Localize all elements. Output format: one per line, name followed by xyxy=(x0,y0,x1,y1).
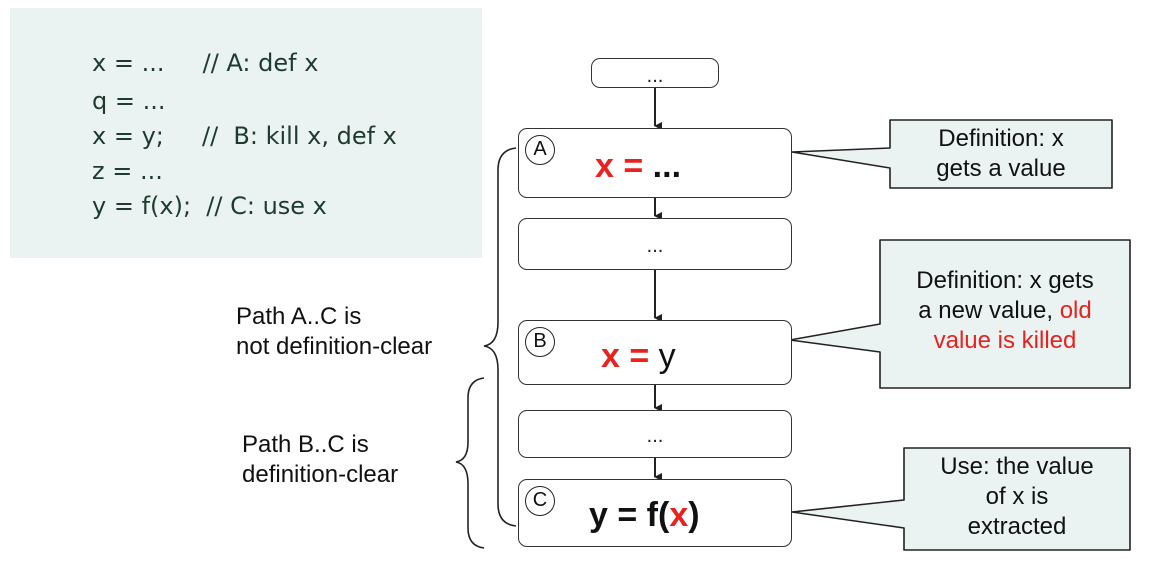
code-line-1: x = ... // A: def x xyxy=(92,49,319,77)
flow-box-mid-1-text: ... xyxy=(646,235,664,257)
code-panel xyxy=(10,8,482,258)
callout-a-shape xyxy=(791,119,1113,189)
path-a-to-c-line-2: not definition-clear xyxy=(236,333,433,360)
node-c-lhs: y = f( xyxy=(589,496,670,534)
flow-box-mid-2: ... xyxy=(518,410,792,458)
flow-box-mid-2-text: ... xyxy=(646,425,664,447)
node-b-letter: B xyxy=(525,327,555,357)
code-line-4: z = ... xyxy=(92,157,163,185)
flow-node-a: A x = ... xyxy=(518,128,792,198)
flow-node-c: C y = f(x) xyxy=(518,479,792,547)
callout-b-line-1: Definition: x gets xyxy=(916,267,1094,294)
callout-b-line-2: a new value, old xyxy=(880,296,1130,326)
callout-c-line-3: extracted xyxy=(967,513,1067,540)
callout-a-line-2: gets a value xyxy=(936,155,1066,182)
callout-c-shape xyxy=(791,447,1131,551)
node-c-statement: y = f(x) xyxy=(589,496,700,535)
brace-a-to-c xyxy=(483,147,517,527)
node-b-lhs: x xyxy=(601,337,620,375)
flow-node-b: B x = y xyxy=(518,320,792,385)
code-line-2: q = ... xyxy=(92,87,166,115)
callout-c-line-1: Use: the value xyxy=(940,453,1094,480)
flow-box-top-text: ... xyxy=(646,65,664,87)
path-b-to-c-label: Path B..C is definition-clear xyxy=(242,430,398,490)
path-a-to-c-line-1: Path A..C is xyxy=(236,303,362,330)
node-a-op: = xyxy=(613,147,653,185)
node-a-lhs: x xyxy=(595,147,614,185)
code-line-3: x = y; // B: kill x, def x xyxy=(92,122,397,150)
path-b-to-c-line-1: Path B..C is xyxy=(242,431,369,458)
flow-box-top: ... xyxy=(591,58,719,88)
node-a-letter: A xyxy=(525,135,555,165)
node-b-statement: x = y xyxy=(601,337,676,376)
code-line-5: y = f(x); // C: use x xyxy=(92,192,327,220)
path-b-to-c-line-2: definition-clear xyxy=(242,461,399,488)
node-a-statement: x = ... xyxy=(595,147,681,186)
callout-b-line-2-pre: a new value, xyxy=(918,297,1060,324)
path-a-to-c-label: Path A..C is not definition-clear xyxy=(236,302,432,362)
node-c-var: x xyxy=(669,496,689,534)
callout-b-line-3: value is killed xyxy=(933,327,1077,354)
callout-b-line-2-red: old xyxy=(1059,297,1092,324)
node-a-rhs: ... xyxy=(652,147,682,185)
node-c-letter: C xyxy=(525,486,555,516)
node-b-op: = xyxy=(619,337,659,375)
node-c-rhs: ) xyxy=(688,496,700,534)
callout-b-text: Definition: x gets a new value, old valu… xyxy=(880,266,1130,356)
flow-box-mid-1: ... xyxy=(518,218,792,270)
callout-a-text: Definition: x gets a value xyxy=(890,124,1112,184)
node-b-rhs: y xyxy=(658,337,676,375)
callout-b-shape xyxy=(789,239,1131,389)
brace-b-to-c xyxy=(455,377,485,549)
callout-c-line-2: of x is xyxy=(985,483,1049,510)
callout-a-line-1: Definition: x xyxy=(938,125,1064,152)
callout-c-text: Use: the value of x is extracted xyxy=(904,452,1130,542)
